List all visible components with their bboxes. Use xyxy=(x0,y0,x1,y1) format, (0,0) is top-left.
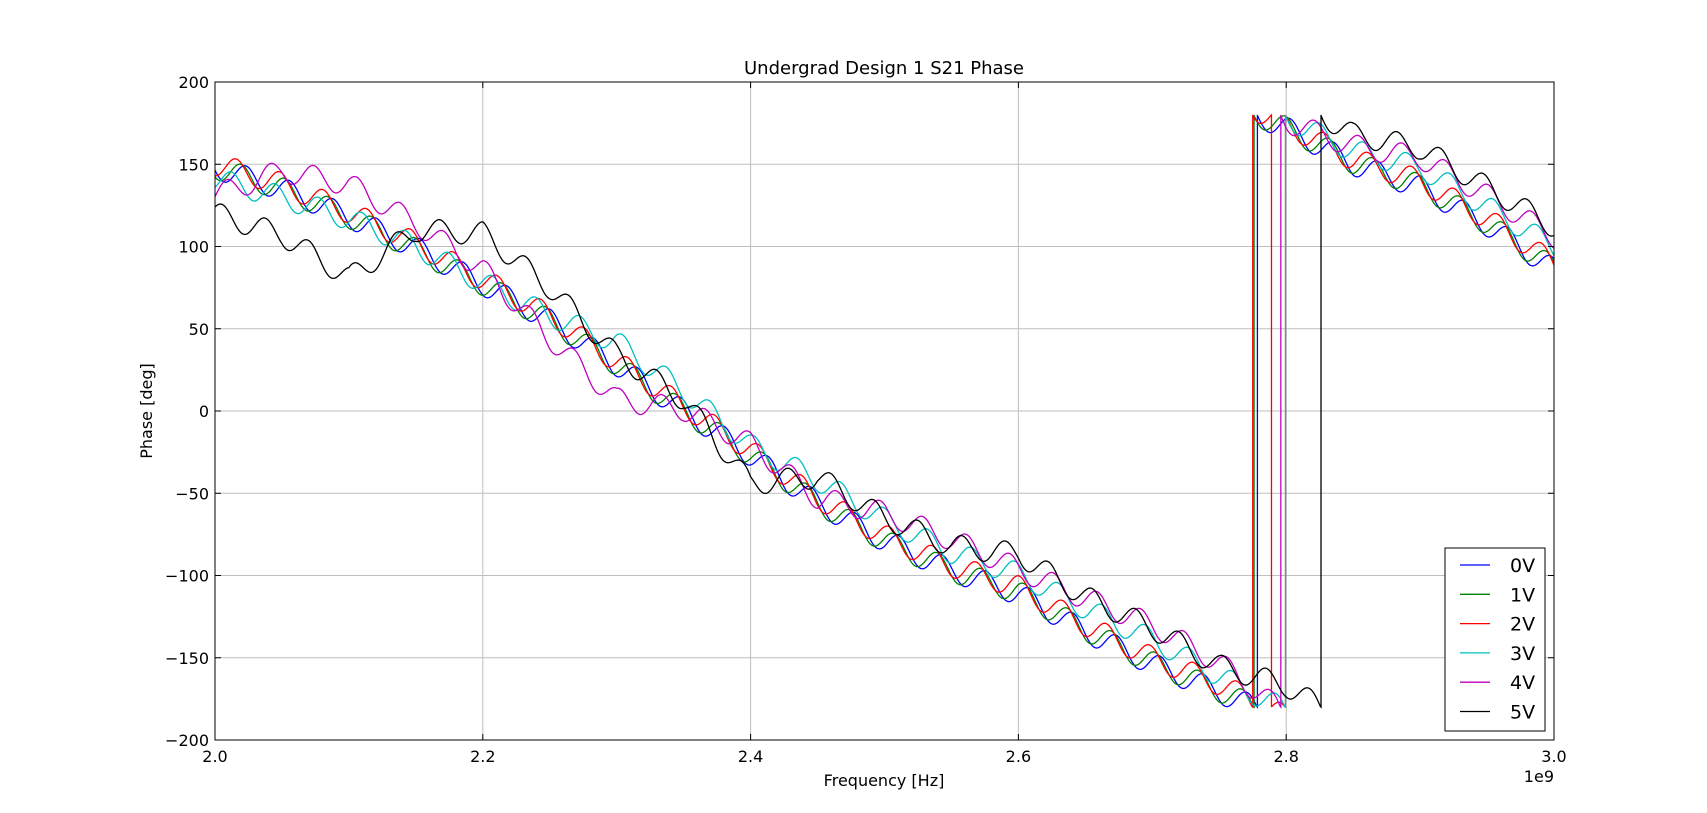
x-tick-label: 2.6 xyxy=(1006,747,1031,766)
y-tick-label: −100 xyxy=(165,567,209,586)
y-tick-label: 50 xyxy=(189,320,209,339)
y-tick-label: −200 xyxy=(165,731,209,750)
series-line-3V xyxy=(215,114,1554,709)
y-tick-label: 0 xyxy=(199,402,209,421)
legend-box xyxy=(1444,547,1546,732)
legend-label-0V: 0V xyxy=(1510,555,1535,577)
x-tick-label: 2.4 xyxy=(738,747,763,766)
series-line-5V xyxy=(215,114,1554,709)
y-tick-label: 150 xyxy=(178,155,209,174)
x-tick-label: 2.2 xyxy=(470,747,495,766)
y-tick-label: −50 xyxy=(175,484,209,503)
legend-label-1V: 1V xyxy=(1510,584,1535,606)
y-tick-label: 200 xyxy=(178,73,209,92)
axis-ticks: 2.0 2.2 2.4 2.6 2.8 3.0 200 150 100 50 0 −50 −100 −15… xyxy=(165,73,1567,766)
legend: 0V 1V 2V 3V 4V 5V xyxy=(1444,547,1546,732)
chart-title: Undergrad Design 1 S21 Phase xyxy=(744,58,1024,79)
x-tick-label: 3.0 xyxy=(1541,747,1566,766)
y-axis-label: Phase [deg] xyxy=(137,363,156,459)
series-line-4V xyxy=(215,114,1554,709)
legend-label-5V: 5V xyxy=(1510,702,1535,724)
series-lines xyxy=(215,113,1554,709)
y-tick-label: −150 xyxy=(165,649,209,668)
legend-label-2V: 2V xyxy=(1510,614,1535,636)
x-axis-offset-label: 1e9 xyxy=(1524,767,1554,786)
legend-label-4V: 4V xyxy=(1510,672,1535,694)
y-tick-label: 100 xyxy=(178,238,209,257)
x-axis-label: Frequency [Hz] xyxy=(824,771,945,790)
x-tick-label: 2.0 xyxy=(202,747,227,766)
legend-label-3V: 3V xyxy=(1510,643,1535,665)
x-tick-label: 2.8 xyxy=(1273,747,1298,766)
